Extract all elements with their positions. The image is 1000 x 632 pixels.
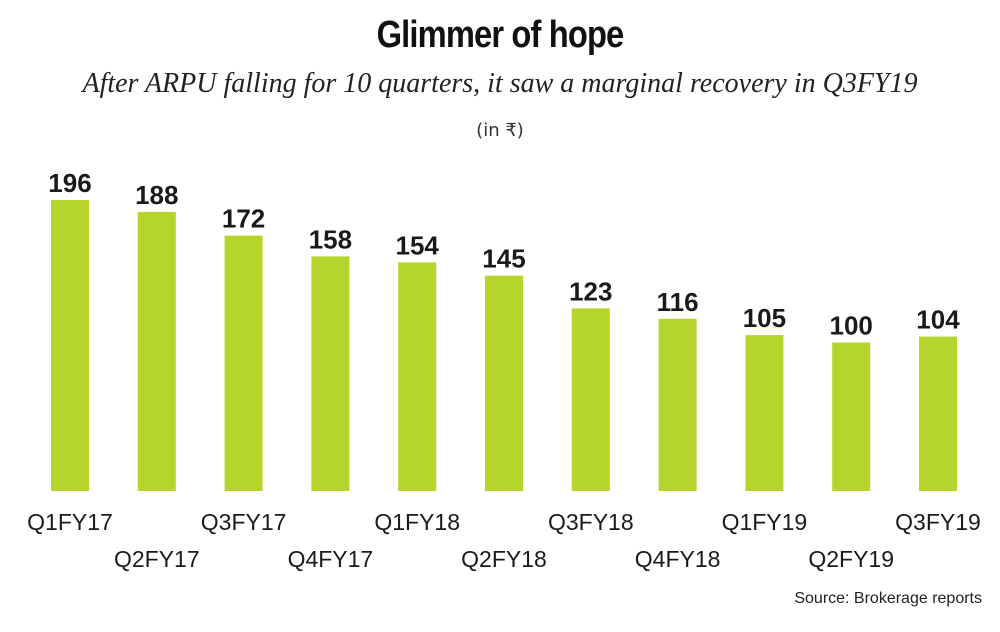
x-tick-q4fy17: Q4FY17 xyxy=(288,546,374,572)
bar-q2fy19 xyxy=(832,342,871,491)
bar-q2fy18 xyxy=(485,275,523,491)
bar-q4fy17 xyxy=(311,256,350,491)
bar-q3fy17 xyxy=(224,235,263,491)
bar-q4fy18 xyxy=(658,318,697,491)
value-label-q3fy17: 172 xyxy=(222,204,265,234)
value-label-q2fy18: 145 xyxy=(482,244,525,274)
x-tick-q2fy17: Q2FY17 xyxy=(114,546,200,572)
chart-title: Glimmer of hope xyxy=(376,14,625,56)
bar-q1fy17 xyxy=(51,200,89,491)
value-label-q1fy18: 154 xyxy=(396,230,440,260)
unit-label: (in ₹) xyxy=(476,120,524,141)
bar-q1fy18 xyxy=(398,262,437,491)
chart-subtitle: After ARPU falling for 10 quarters, it s… xyxy=(82,68,918,99)
x-tick-q2fy18: Q2FY18 xyxy=(461,546,547,572)
bar-q2fy17 xyxy=(137,211,176,491)
bar-q3fy19 xyxy=(919,336,957,491)
x-tick-q1fy19: Q1FY19 xyxy=(722,509,808,535)
value-label-q1fy17: 196 xyxy=(48,168,91,198)
x-tick-q4fy18: Q4FY18 xyxy=(635,546,721,572)
x-tick-q3fy18: Q3FY18 xyxy=(548,509,634,535)
value-label-q3fy19: 104 xyxy=(916,305,960,335)
bar-q3fy18 xyxy=(571,308,610,491)
x-tick-q3fy17: Q3FY17 xyxy=(201,509,287,535)
x-tick-q2fy19: Q2FY19 xyxy=(808,546,894,572)
value-label-q4fy17: 158 xyxy=(309,224,352,254)
x-tick-q1fy18: Q1FY18 xyxy=(374,509,460,535)
value-label-q1fy19: 105 xyxy=(743,303,786,333)
value-label-q3fy18: 123 xyxy=(569,276,612,306)
x-tick-q1fy17: Q1FY17 xyxy=(27,509,113,535)
x-tick-q3fy19: Q3FY19 xyxy=(895,509,981,535)
value-label-q2fy17: 188 xyxy=(135,180,178,210)
source-note: Source: Brokerage reports xyxy=(794,590,982,607)
value-label-q2fy19: 100 xyxy=(830,311,873,341)
bar-q1fy19 xyxy=(745,335,784,491)
value-label-q4fy18: 116 xyxy=(657,287,699,317)
